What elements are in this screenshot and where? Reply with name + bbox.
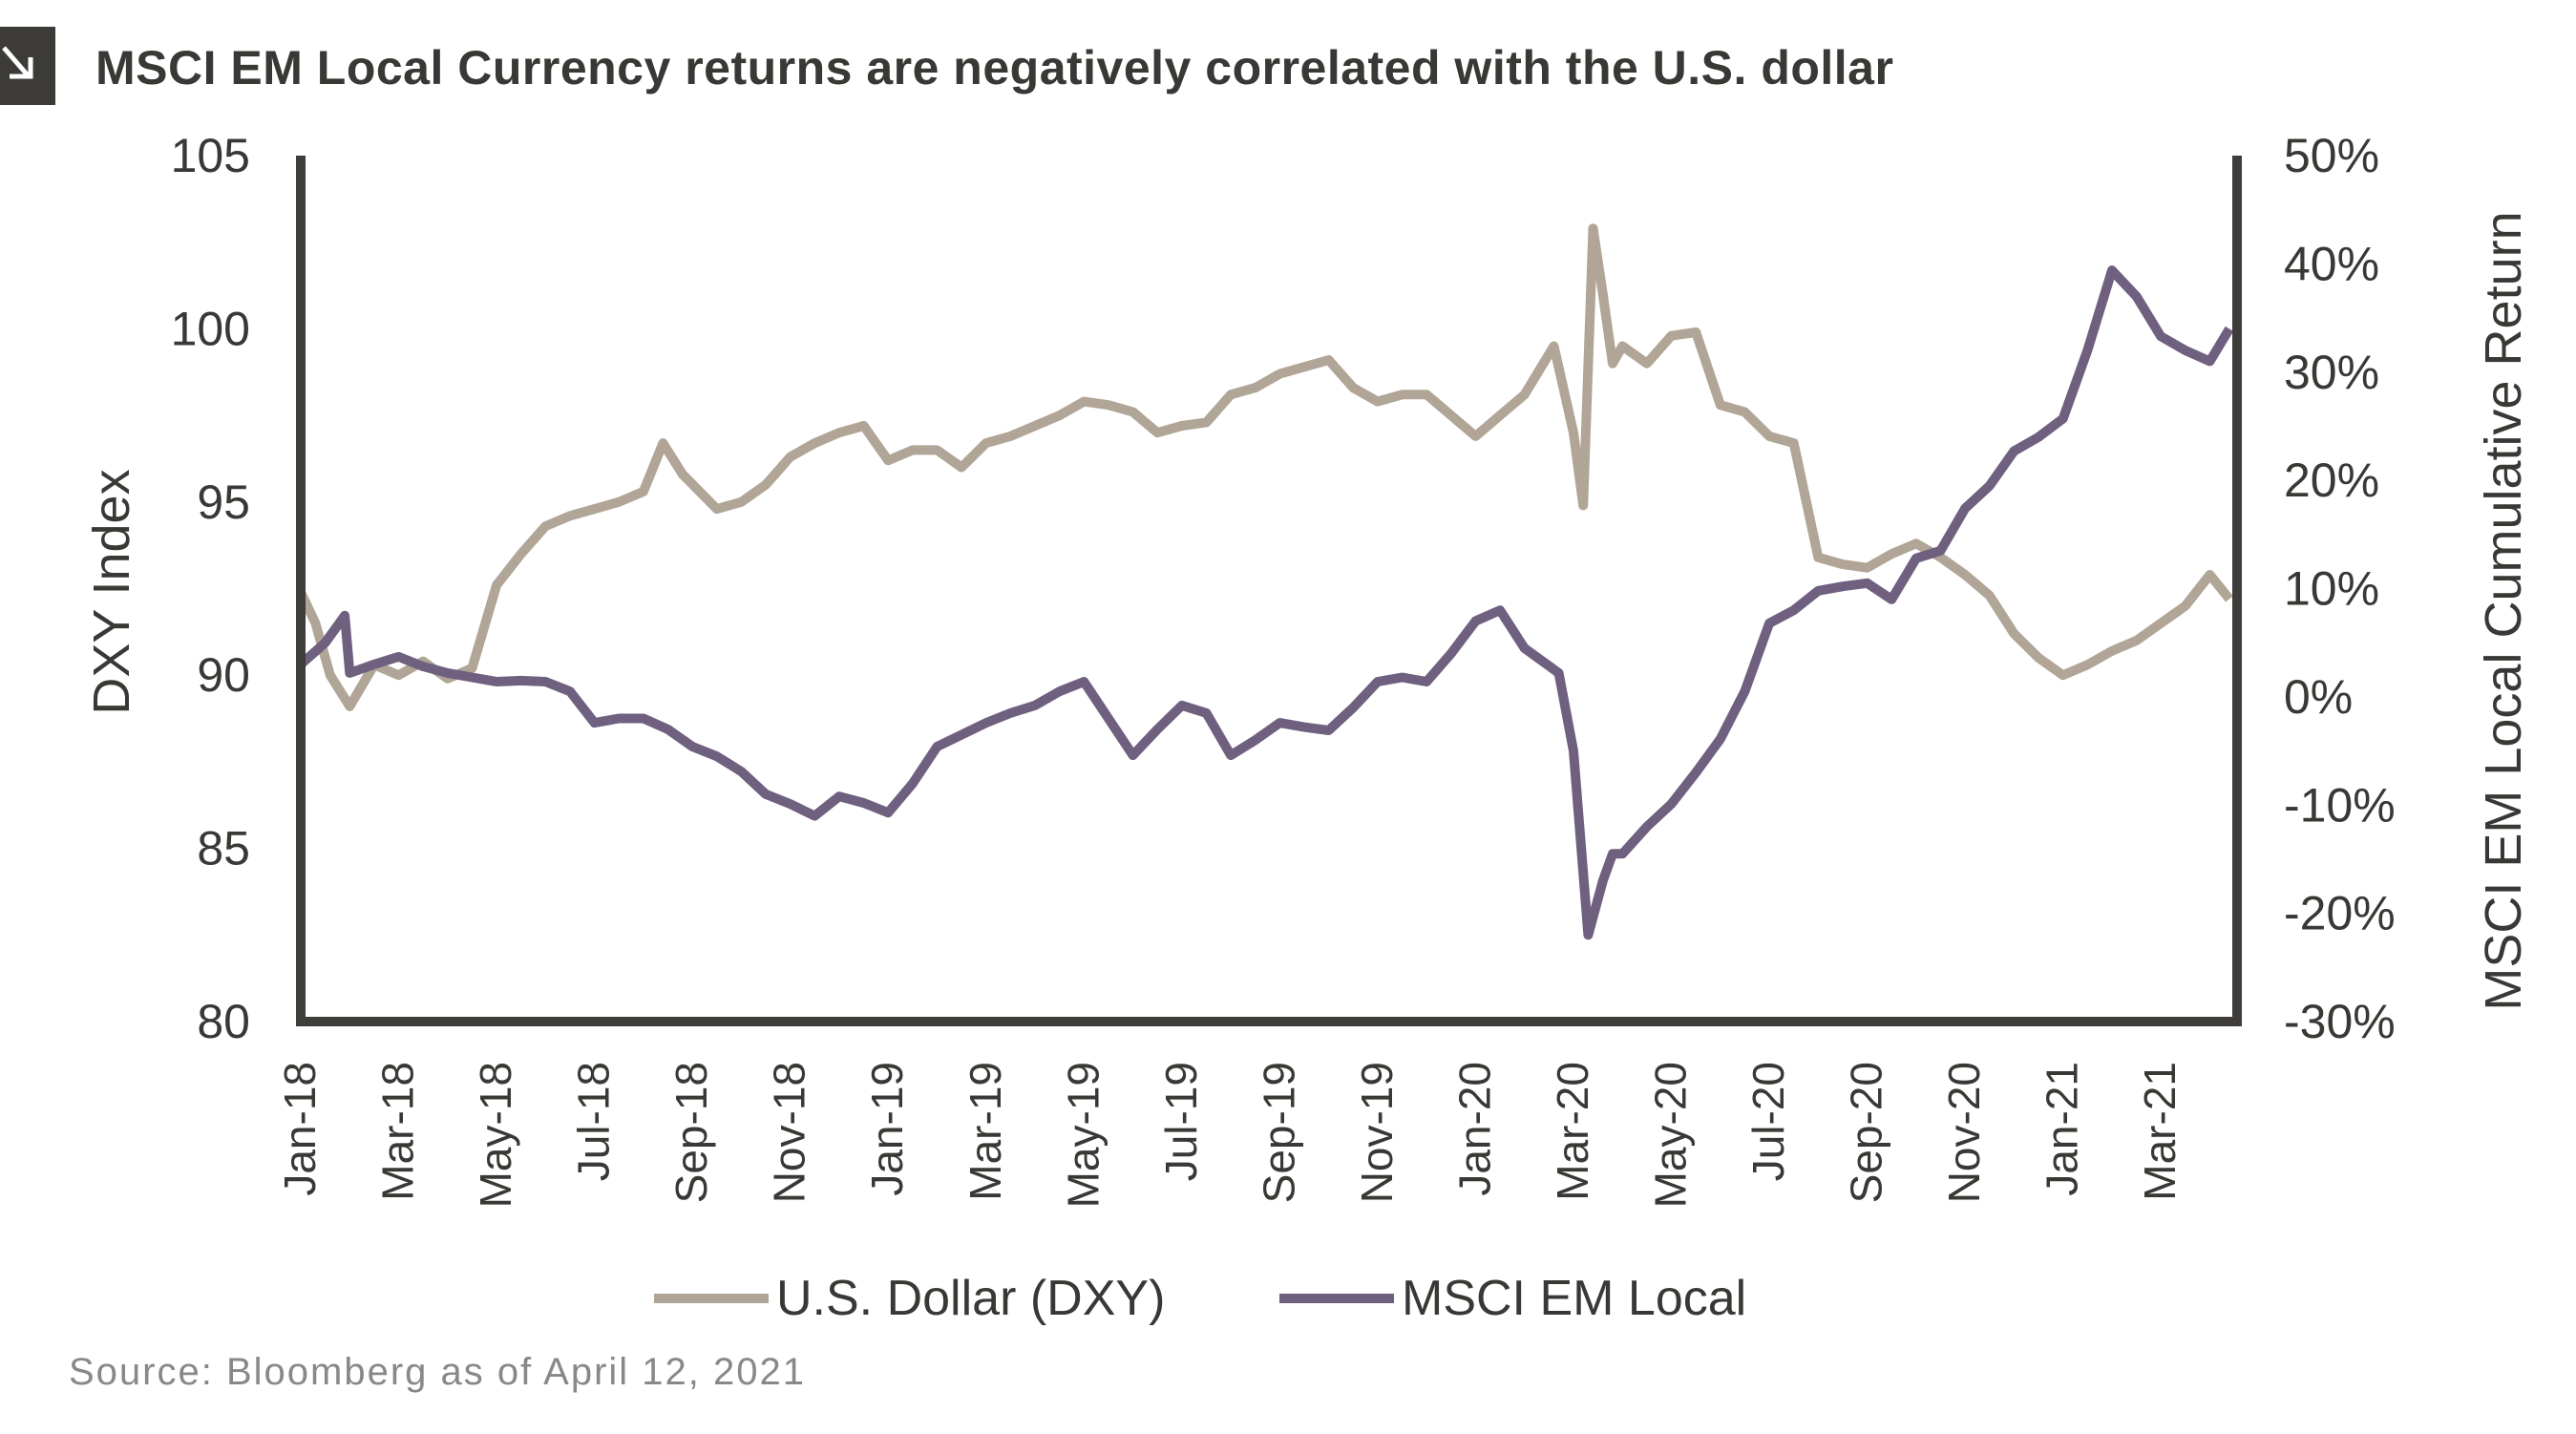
right-y-tick-label: 0% xyxy=(2284,670,2353,724)
x-tick-label: Mar-20 xyxy=(1548,1062,1597,1201)
legend-swatch-em xyxy=(1279,1294,1394,1303)
em-local-series-line xyxy=(297,265,2234,940)
x-tick-label: Jul-20 xyxy=(1743,1062,1793,1181)
x-tick-label: May-18 xyxy=(471,1062,520,1208)
right-y-axis-title: MSCI EM Local Cumulative Return xyxy=(2475,211,2532,1010)
left-y-tick-label: 80 xyxy=(197,995,250,1048)
x-tick-label: May-19 xyxy=(1058,1062,1108,1208)
x-tick-label: Nov-20 xyxy=(1939,1062,1989,1203)
left-y-tick-label: 100 xyxy=(171,302,250,355)
chart-title: MSCI EM Local Currency returns are negat… xyxy=(95,41,1894,95)
x-tick-label: Sep-19 xyxy=(1254,1062,1303,1203)
x-tick-label: Mar-21 xyxy=(2135,1062,2185,1201)
legend-swatch-dxy xyxy=(654,1294,769,1303)
source-note: Source: Bloomberg as of April 12, 2021 xyxy=(69,1351,806,1393)
right-y-tick-label: 50% xyxy=(2284,129,2379,182)
arrow-down-right-icon xyxy=(0,27,55,105)
legend-label-em: MSCI EM Local xyxy=(1402,1271,1747,1326)
right-y-tick-label: 30% xyxy=(2284,346,2379,399)
legend-label-dxy: U.S. Dollar (DXY) xyxy=(776,1271,1166,1326)
legend-item-em: MSCI EM Local xyxy=(1279,1270,1746,1327)
right-y-tick-label: -20% xyxy=(2284,887,2396,940)
x-tick-label: Nov-18 xyxy=(765,1062,814,1203)
x-tick-label: Sep-18 xyxy=(666,1062,716,1203)
left-y-axis-title: DXY Index xyxy=(83,469,140,714)
x-tick-label: Jan-21 xyxy=(2038,1062,2087,1196)
right-y-tick-label: 20% xyxy=(2284,453,2379,507)
x-tick-label: Mar-19 xyxy=(961,1062,1010,1201)
x-tick-label: Sep-20 xyxy=(1842,1062,1891,1203)
right-y-tick-label: -10% xyxy=(2284,778,2396,832)
x-tick-label: May-20 xyxy=(1646,1062,1696,1208)
x-tick-label: Jul-19 xyxy=(1156,1062,1206,1181)
legend: U.S. Dollar (DXY) MSCI EM Local xyxy=(0,1270,2576,1327)
x-tick-label: Jan-18 xyxy=(275,1062,325,1196)
right-y-tick-label: -30% xyxy=(2284,995,2396,1048)
x-tick-label: Nov-19 xyxy=(1352,1062,1402,1203)
left-y-tick-label: 85 xyxy=(197,822,250,875)
x-tick-label: Jan-20 xyxy=(1449,1062,1499,1196)
x-tick-label: Jul-18 xyxy=(569,1062,619,1181)
x-tick-label: Mar-18 xyxy=(373,1062,423,1201)
legend-item-dxy: U.S. Dollar (DXY) xyxy=(654,1270,1165,1327)
dxy-series-line xyxy=(296,223,2233,711)
right-y-tick-label: 10% xyxy=(2284,562,2379,616)
x-tick-label: Jan-19 xyxy=(862,1062,912,1196)
right-y-tick-label: 40% xyxy=(2284,237,2379,290)
left-y-tick-label: 95 xyxy=(197,475,250,529)
left-y-tick-label: 105 xyxy=(171,129,250,182)
left-y-tick-label: 90 xyxy=(197,648,250,702)
